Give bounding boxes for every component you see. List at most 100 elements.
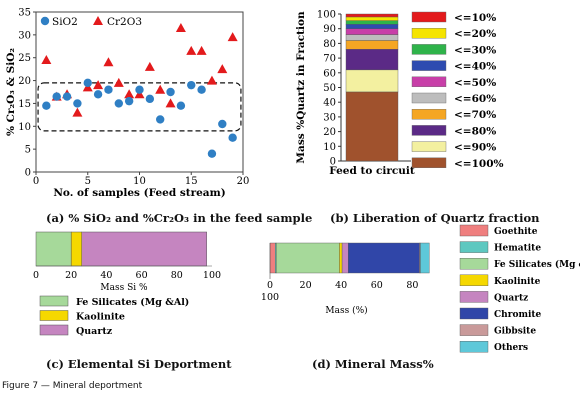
bar-segment xyxy=(70,231,83,267)
legend-label: <=40% xyxy=(454,61,496,73)
legend-label: Chromite xyxy=(494,310,542,320)
y-tick-label: 40 xyxy=(323,98,336,109)
data-point-sio2 xyxy=(176,101,186,110)
data-point-cr2o3 xyxy=(93,80,104,90)
legend-label-cr2o3: Cr2O3 xyxy=(107,16,142,28)
legend-swatch xyxy=(411,44,447,55)
legend-label: Quartz xyxy=(494,293,528,303)
legend-label: Gibbsite xyxy=(494,327,536,337)
x-tick-label: 5 xyxy=(85,176,91,187)
x-tick-label-extra: 100 xyxy=(261,292,279,303)
bar-segment xyxy=(345,13,399,18)
caption-d: (d) Mineral Mass% xyxy=(312,357,434,371)
legend-swatch xyxy=(411,28,447,39)
legend-swatch xyxy=(459,274,489,286)
data-point-cr2o3 xyxy=(175,23,186,32)
data-point-cr2o3 xyxy=(124,89,135,99)
x-axis-label: Mass (%) xyxy=(325,305,367,316)
y-tick-label: 10 xyxy=(18,122,31,133)
data-point-sio2 xyxy=(218,119,227,129)
legend-label: <=10% xyxy=(454,12,496,24)
legend-swatch xyxy=(411,92,447,104)
x-tick-label: 10 xyxy=(133,176,146,187)
data-point-cr2o3 xyxy=(206,75,217,85)
legend-label: <=60% xyxy=(454,93,496,105)
x-axis-label: No. of samples (Feed stream) xyxy=(53,187,225,199)
caption-b: (b) Liberation of Quartz fraction xyxy=(330,211,540,225)
legend-label: <=100% xyxy=(454,158,504,170)
legend-label: Fe Silicates (Mg &Al) xyxy=(494,259,580,270)
bar-segment xyxy=(345,34,399,41)
y-tick-label: 30 xyxy=(18,30,31,41)
data-point-sio2 xyxy=(124,96,134,106)
legend-swatch xyxy=(459,340,489,353)
data-point-cr2o3 xyxy=(217,64,228,74)
data-point-sio2 xyxy=(166,87,175,97)
legend-label: Quartz xyxy=(76,326,113,337)
quartz-liberation-chart: 0 10 20 30 40 50 60 70 80 90 100 Mass %Quartz in Fr… xyxy=(295,10,504,178)
x-tick-label: 15 xyxy=(185,176,198,187)
scatter-chart-sio2-cr2o3: 0 5 10 15 20 0 5 10 15 20 25 30 35 No. of samples (Fe… xyxy=(5,8,249,200)
data-point-cr2o3 xyxy=(41,55,52,64)
x-tick-label: 0 xyxy=(267,280,273,291)
x-category-label: Feed to circuit xyxy=(329,165,415,177)
y-tick-label: 10 xyxy=(323,142,336,153)
bar-segment xyxy=(269,242,276,274)
legend-swatch xyxy=(39,324,69,336)
data-point-cr2o3 xyxy=(165,98,176,108)
legend-swatch xyxy=(459,291,489,303)
data-point-sio2 xyxy=(93,90,103,99)
caption-a: (a) % SiO₂ and %Cr₂O₃ in the feed sample xyxy=(46,211,313,225)
legend-swatch xyxy=(39,295,69,307)
data-point-sio2 xyxy=(114,99,124,108)
legend-swatch xyxy=(39,310,69,321)
legend-label: Kaolinite xyxy=(494,277,541,287)
y-tick-label: 0 xyxy=(330,157,336,168)
legend-label: Others xyxy=(494,343,528,353)
legend-swatch xyxy=(459,324,489,336)
y-tick-label: 35 xyxy=(18,8,31,19)
bar-segment xyxy=(345,91,399,162)
legend-label: Fe Silicates (Mg &Al) xyxy=(76,297,189,308)
y-tick-label: 70 xyxy=(323,54,336,65)
legend-label: <=50% xyxy=(454,77,496,89)
bar-segment xyxy=(345,49,399,71)
legend-label: <=20% xyxy=(454,28,496,40)
legend-swatch xyxy=(411,125,447,136)
legend-swatch xyxy=(459,241,489,253)
data-point-sio2 xyxy=(145,94,155,104)
x-tick-label: 80 xyxy=(406,280,418,291)
bar-segment xyxy=(339,242,343,274)
legend-swatch xyxy=(411,108,447,120)
y-tick-label: 20 xyxy=(18,76,31,87)
legend-label: <=80% xyxy=(454,125,496,137)
bar-segment xyxy=(345,24,399,29)
x-tick-label: 20 xyxy=(300,280,312,291)
legend-swatch xyxy=(411,157,447,169)
mineral-mass-chart: 0 20 40 60 80 100 Mass (%) Goethite Hematite Fe S… xyxy=(261,224,580,353)
bar-segment xyxy=(276,242,340,274)
legend-label: Kaolinite xyxy=(76,312,125,323)
x-tick-label: 60 xyxy=(136,270,148,281)
y-tick-label: 20 xyxy=(323,127,336,138)
data-point-sio2 xyxy=(83,78,92,88)
y-tick-label: 25 xyxy=(18,53,31,64)
data-point-cr2o3 xyxy=(103,57,114,67)
legend-label: <=90% xyxy=(454,142,496,154)
x-tick-label: 60 xyxy=(371,280,383,291)
y-tick-label: 80 xyxy=(323,39,336,50)
data-point-sio2 xyxy=(135,85,144,94)
x-tick-label: 40 xyxy=(100,270,112,281)
data-point-sio2 xyxy=(62,92,72,101)
bar-segment xyxy=(345,69,399,93)
caption-c: (c) Elemental Si Deportment xyxy=(46,357,232,371)
data-point-cr2o3 xyxy=(196,45,207,55)
legend-swatch xyxy=(411,11,447,23)
y-tick-label: 100 xyxy=(317,10,336,21)
dashed-annotation-box xyxy=(37,82,242,132)
x-tick-label: 40 xyxy=(335,280,347,291)
legend-label: Goethite xyxy=(494,227,538,237)
legend-swatch xyxy=(411,76,447,88)
bar-segment xyxy=(345,28,399,35)
